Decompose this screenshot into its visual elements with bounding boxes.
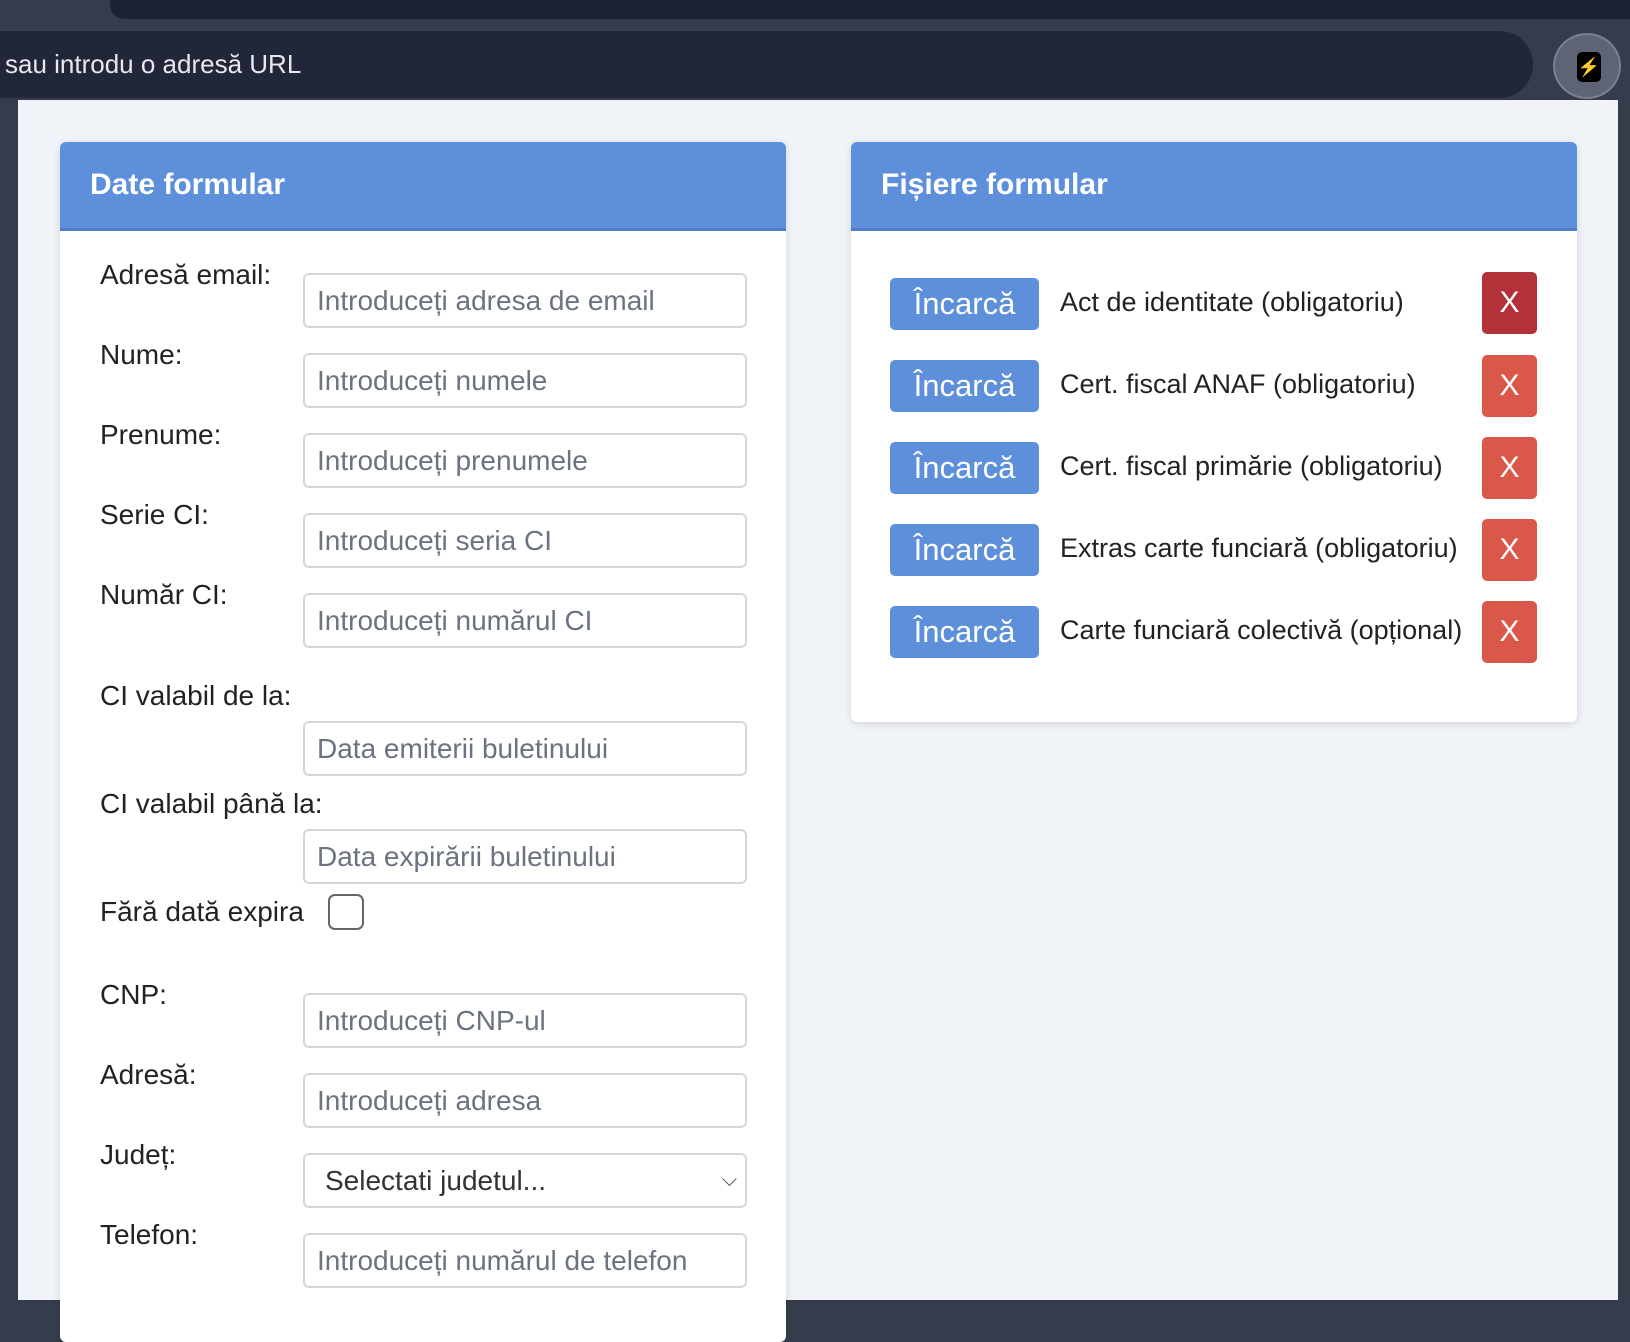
email-label: Adresă email: xyxy=(100,259,272,290)
remove-button[interactable]: X xyxy=(1482,519,1537,581)
valid-from-label: CI valabil de la: xyxy=(100,680,292,711)
lightning-icon: ⚡ xyxy=(1577,52,1601,82)
valid-until-field[interactable] xyxy=(303,829,747,884)
county-select[interactable]: Selectati judetul... ⌵ xyxy=(303,1153,747,1208)
page-content: Date formular Adresă email: Nume: Prenum… xyxy=(18,100,1618,1342)
id-series-field[interactable] xyxy=(303,513,747,568)
remove-button[interactable]: X xyxy=(1482,272,1537,334)
upload-button[interactable]: Încarcă xyxy=(890,524,1039,576)
file-label: Carte funciară colectivă (opțional) xyxy=(1060,615,1463,645)
valid-from-field[interactable] xyxy=(303,721,747,776)
address-label: Adresă: xyxy=(100,1059,197,1090)
firstname-label: Prenume: xyxy=(100,419,222,450)
name-field[interactable] xyxy=(303,353,747,408)
file-label: Act de identitate (obligatoriu) xyxy=(1060,287,1404,317)
upload-button[interactable]: Încarcă xyxy=(890,360,1039,412)
email-field[interactable] xyxy=(303,273,747,328)
no-expiry-checkbox[interactable] xyxy=(328,894,364,930)
extension-button[interactable]: ⚡ xyxy=(1553,33,1621,99)
card-title: Fișiere formular xyxy=(851,142,1577,231)
county-label: Județ: xyxy=(100,1139,177,1170)
remove-button[interactable]: X xyxy=(1482,601,1537,663)
remove-button[interactable]: X xyxy=(1482,355,1537,417)
firstname-field[interactable] xyxy=(303,433,747,488)
cnp-label: CNP: xyxy=(100,979,167,1010)
no-expiry-label: Fără dată expira: xyxy=(100,895,348,929)
upload-button[interactable]: Încarcă xyxy=(890,606,1039,658)
cnp-field[interactable] xyxy=(303,993,747,1048)
file-label: Cert. fiscal primărie (obligatoriu) xyxy=(1060,451,1443,481)
remove-button[interactable]: X xyxy=(1482,437,1537,499)
county-selected-value: Selectati judetul... xyxy=(325,1165,547,1196)
form-files-card: Fișiere formular Încarcă Act de identita… xyxy=(851,142,1577,722)
file-label: Extras carte funciară (obligatoriu) xyxy=(1060,533,1458,563)
name-label: Nume: xyxy=(100,339,183,370)
file-label: Cert. fiscal ANAF (obligatoriu) xyxy=(1060,369,1416,399)
upload-button[interactable]: Încarcă xyxy=(890,442,1039,494)
address-bar[interactable]: sau introdu o adresă URL xyxy=(0,31,1533,98)
address-field[interactable] xyxy=(303,1073,747,1128)
valid-until-label: CI valabil până la: xyxy=(100,788,323,819)
phone-label: Telefon: xyxy=(100,1219,199,1250)
upload-button[interactable]: Încarcă xyxy=(890,278,1039,330)
no-expiry-text: Fără dată expira xyxy=(100,896,304,927)
id-number-field[interactable] xyxy=(303,593,747,648)
tab-strip xyxy=(110,0,1630,19)
card-title: Date formular xyxy=(60,142,786,231)
chevron-down-icon: ⌵ xyxy=(721,1169,737,1191)
phone-field[interactable] xyxy=(303,1233,747,1288)
id-number-label: Număr CI: xyxy=(100,579,228,610)
id-series-label: Serie CI: xyxy=(100,499,209,530)
form-data-card: Date formular Adresă email: Nume: Prenum… xyxy=(60,142,786,1342)
